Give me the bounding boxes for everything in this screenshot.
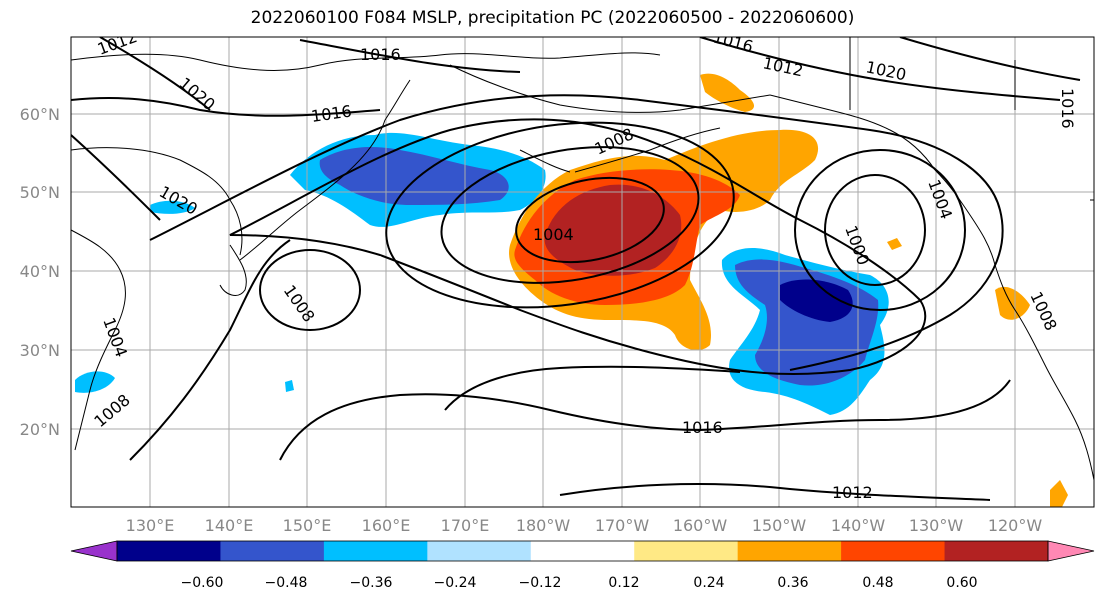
colorbar-segment <box>944 541 1049 561</box>
lon-tick: 170°W <box>595 516 650 535</box>
positive-anomaly-california <box>995 286 1030 320</box>
colorbar-tick: 0.48 <box>862 575 893 591</box>
colorbar-tick: 0.36 <box>777 575 808 591</box>
lon-tick: 150°E <box>283 516 332 535</box>
lon-tick: 170°E <box>441 516 490 535</box>
map-frame <box>70 36 1095 508</box>
colorbar-segment <box>427 541 532 561</box>
colorbar-segment <box>323 541 428 561</box>
lat-tick: 50°N <box>20 183 60 202</box>
negative-anomaly-west-small <box>285 380 294 392</box>
contour-label: 1016 <box>360 45 401 64</box>
colorbar-segment <box>737 541 842 561</box>
map-plot-area: 1012 1016 1020 1016 1020 1012 1016 1008 … <box>71 37 1094 507</box>
colorbar-extend-high <box>1047 540 1095 562</box>
contour-label: 1012 <box>832 483 873 502</box>
lon-tick: 160°W <box>673 516 728 535</box>
colorbar-tick: −0.36 <box>350 575 393 591</box>
lon-tick: 180°W <box>516 516 571 535</box>
colorbar <box>70 540 1095 562</box>
latitude-labels: 60°N 50°N 40°N 30°N 20°N <box>20 105 60 439</box>
mslp-isobars <box>71 37 1081 501</box>
lon-tick: 140°E <box>205 516 254 535</box>
negative-anomaly-subtropical-core <box>780 279 853 322</box>
colorbar-extend-low <box>70 540 118 562</box>
colorbar-segment <box>117 541 221 561</box>
lon-tick: 150°W <box>752 516 807 535</box>
colorbar-segment <box>841 541 946 561</box>
lon-tick: 140°W <box>831 516 886 535</box>
map-title: 2022060100 F084 MSLP, precipitation PC (… <box>250 8 855 28</box>
colorbar-frame <box>116 540 1049 562</box>
positive-anomaly-gulf-alaska-core <box>544 184 682 276</box>
lat-tick: 40°N <box>20 262 60 281</box>
colorbar-tick: −0.24 <box>434 575 477 591</box>
contour-label: 1016 <box>682 418 723 437</box>
colorbar-segment <box>634 541 739 561</box>
contour-label: 1016 <box>1058 88 1077 129</box>
colorbar-tick: −0.12 <box>519 575 562 591</box>
longitude-labels: 130°E 140°E 150°E 160°E 170°E 180°W 170°… <box>126 516 1043 535</box>
lat-tick: 30°N <box>20 341 60 360</box>
colorbar-tick-labels: −0.60 −0.48 −0.36 −0.24 −0.12 0.12 0.24 … <box>181 575 978 591</box>
contour-label: 1004 <box>533 225 574 244</box>
precip-shading <box>75 73 1068 507</box>
lon-tick: 120°W <box>988 516 1043 535</box>
negative-anomaly-north-pacific-core <box>319 147 509 205</box>
colorbar-tick: −0.48 <box>265 575 308 591</box>
colorbar-tick: 0.12 <box>608 575 639 591</box>
lon-tick: 130°E <box>126 516 175 535</box>
lon-tick: 130°W <box>909 516 964 535</box>
lat-tick: 20°N <box>20 420 60 439</box>
colorbar-segment <box>220 541 325 561</box>
colorbar-tick: 0.60 <box>946 575 977 591</box>
positive-anomaly-small <box>887 238 902 250</box>
lat-tick: 60°N <box>20 105 60 124</box>
negative-anomaly-light <box>150 200 195 214</box>
colorbar-segment <box>530 541 635 561</box>
lon-tick: 160°E <box>362 516 411 535</box>
positive-anomaly-south <box>1050 480 1068 507</box>
negative-anomaly-west <box>75 371 115 393</box>
positive-anomaly-alaska-coast <box>700 73 755 112</box>
colorbar-tick: 0.24 <box>693 575 724 591</box>
colorbar-tick: −0.60 <box>181 575 224 591</box>
